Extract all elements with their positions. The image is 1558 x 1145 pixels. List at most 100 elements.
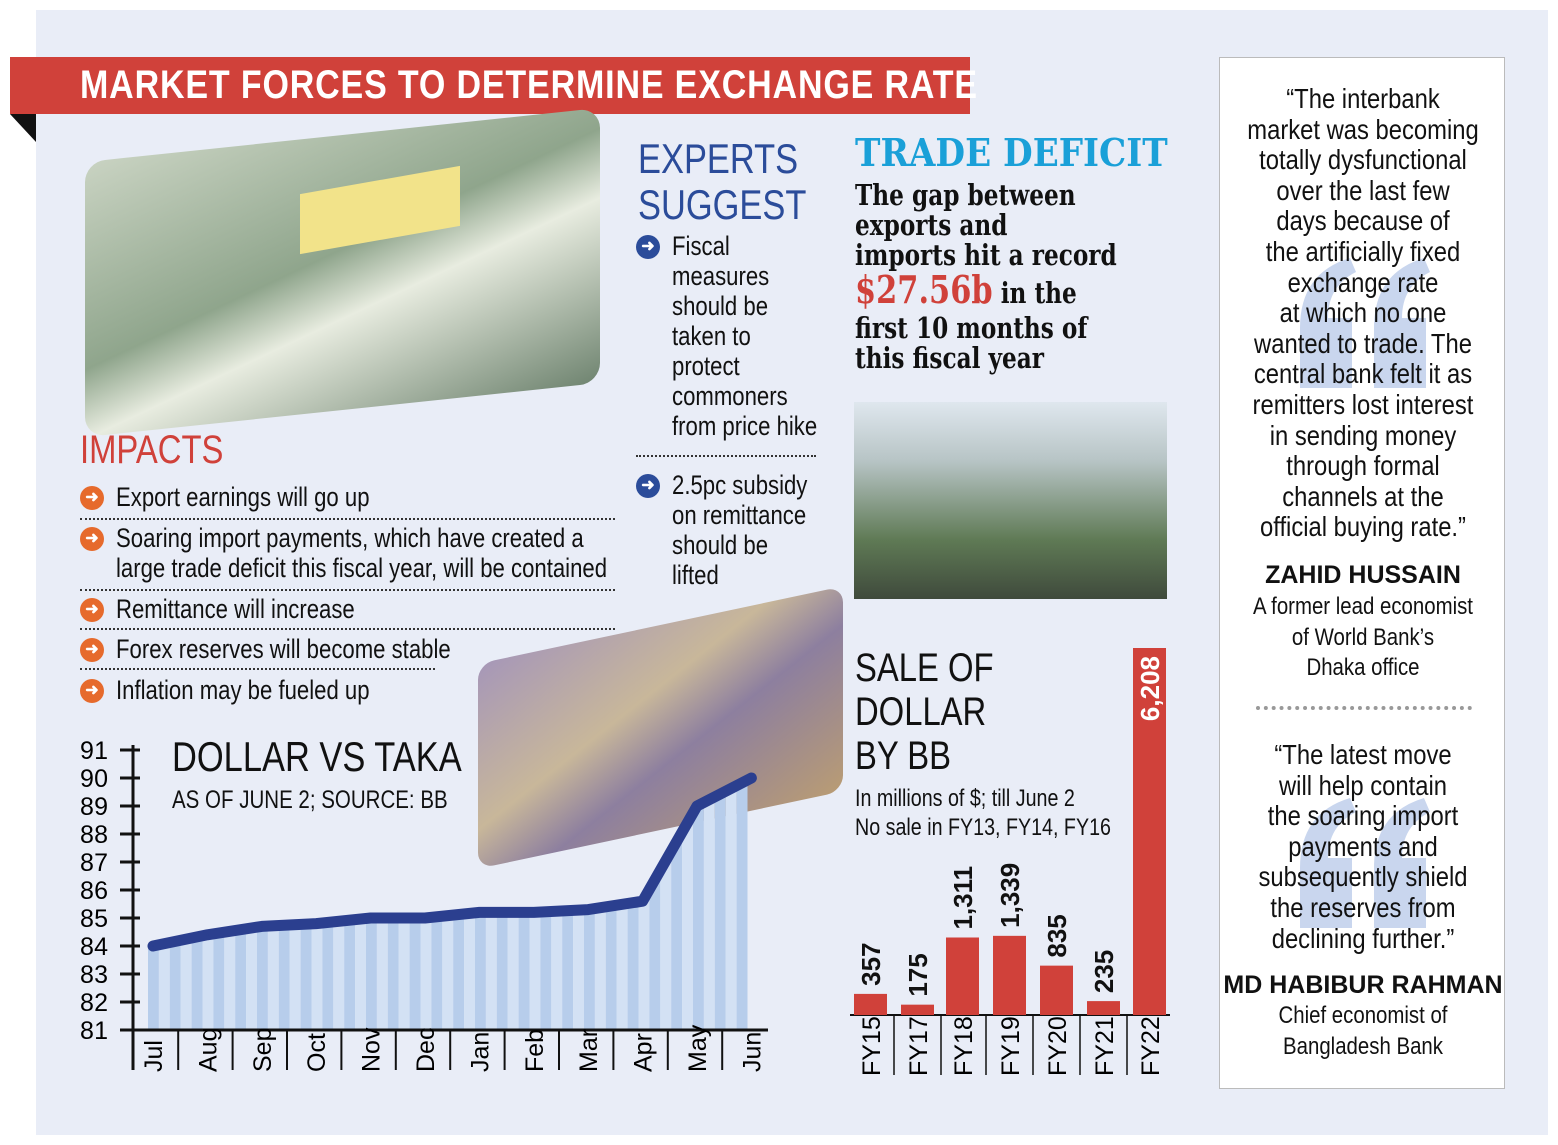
headline-banner: MARKET FORCES TO DETERMINE EXCHANGE RATE [10,57,977,114]
area-fill-stripe [191,937,203,1030]
area-fill-stripe [507,912,519,1030]
bar-FY17 [901,1004,934,1015]
quote-1: “The interbank market was becoming totally… [1220,83,1506,543]
area-fill-stripe [551,911,563,1030]
area-fill-stripe [376,918,388,1030]
suggestion-line: lifted [672,560,719,590]
area-fill-stripe [627,902,639,1030]
area-fill-stripe [355,919,366,1030]
quote-line: official buying rate.” [1260,511,1466,543]
area-fill-stripe [594,907,606,1030]
arrow-icon: ➜ [80,486,104,510]
quote-1-role: A former lead economist of World Bank’s Dh… [1220,592,1506,684]
divider [80,668,435,670]
data-point [532,911,535,914]
area-fill-stripe [180,939,192,1030]
area-fill-stripe [475,912,486,1030]
area-fill-stripe [540,911,552,1030]
area-fill-stripe [464,913,475,1030]
area-fill-stripe [158,943,170,1030]
expert-suggestion: ➜ 2.5pc subsidy on remittance should be lift… [636,470,837,590]
y-tick-label: 91 [80,737,108,765]
quote-line: wanted to trade. The [1254,327,1472,359]
area-fill-stripe [496,912,508,1030]
quote-line: exchange rate [1287,266,1439,298]
area-fill-stripe [420,917,432,1030]
data-point [478,911,481,914]
bar-value-label: 1,339 [995,863,1025,928]
bar-category-label: FY20 [1044,1016,1072,1076]
bar-category-label: FY19 [997,1016,1025,1076]
quote-line: “The latest move [1274,739,1452,770]
area-fill-stripe [246,928,257,1030]
expert-suggestion: ➜ Fiscal measures should be taken to protect c… [636,231,849,441]
impact-text: Remittance will increase [116,594,355,624]
arrow-icon: ➜ [636,474,660,498]
x-tick-label: May [684,1024,712,1072]
data-point [641,900,644,903]
arrow-icon: ➜ [80,598,104,622]
impact-item: ➜ Export earnings will go up [80,482,425,512]
data-point [750,777,753,779]
quote-line: in sending money [1269,419,1457,451]
bar-chart-subtitle: In millions of $; till June 2 No sale in … [855,785,1111,841]
area-fill-stripe [224,931,236,1030]
bar-value-label: 1,311 [948,866,978,930]
bar-value-label: 235 [1089,950,1119,993]
y-tick-label: 81 [80,1017,108,1045]
area-fill-stripe [725,788,737,1030]
bar-value-label: 175 [903,953,933,996]
area-fill-stripe [562,910,574,1030]
exchange-rate-line [147,772,757,952]
quote-line: remitters lost interest [1252,388,1474,420]
quote-line: totally dysfunctional [1259,144,1467,176]
y-tick-label: 82 [80,989,108,1017]
arrow-icon: ➜ [80,527,104,551]
line-chart-title: DOLLAR VS TAKA [172,733,462,780]
headline: MARKET FORCES TO DETERMINE EXCHANGE RATE [80,63,978,107]
impacts-heading: IMPACTS [80,428,224,472]
suggestion-line: 2.5pc subsidy [672,470,808,500]
quote-line: the soaring import [1267,800,1459,832]
bangladesh-bank-building-image [854,402,1167,599]
impact-text: Inflation may be fueled up [116,675,370,705]
area-fill-stripe [278,925,290,1030]
suggestion-text: 2.5pc subsidy on remittance should be lifte… [672,470,807,590]
area-fill-stripe [682,823,693,1030]
y-tick-label: 86 [80,877,108,905]
data-point [587,908,590,911]
area-fill-stripe [485,912,497,1030]
quote-line: market was becoming [1247,113,1479,145]
area-fill-stripe [736,783,748,1030]
deficit-amount: $27.56b [855,267,993,312]
area-fill-stripe [518,912,530,1030]
x-tick-label: Mar [575,1029,603,1072]
area-fill-stripe [387,918,399,1030]
y-tick-label: 83 [80,961,108,989]
quote-line: channels at the [1282,480,1444,512]
area-fill-stripe [616,904,628,1030]
impact-text: large trade deficit this fiscal year, wi… [116,553,608,583]
quote-line: the reserves from [1270,891,1456,923]
data-point [315,922,318,925]
x-tick-label: Jun [738,1032,766,1072]
bar-category-label: FY18 [950,1016,978,1076]
role-line: Bangladesh Bank [1283,1032,1443,1060]
area-fill-stripe [267,925,279,1030]
x-tick-label: Nov [358,1027,386,1072]
impact-item: ➜ Forex reserves will become stable [80,634,524,664]
impact-item: ➜large trade deficit this fiscal year, w… [80,553,715,583]
impact-item: ➜ Soaring import payments, which have cre… [80,523,686,553]
bar-category-label: FY22 [1137,1016,1165,1076]
x-tick-label: Jul [140,1040,168,1072]
role-line: A former lead economist [1253,593,1473,620]
suggestion-line: protect [672,351,740,381]
y-tick-label: 84 [80,933,108,961]
area-fill-stripe [573,910,584,1030]
area-fill-stripe [235,929,247,1030]
data-point [206,933,209,936]
quote-line: over the last few [1276,174,1450,206]
bar-FY20 [1040,965,1073,1015]
area-fill-stripe [366,918,377,1030]
